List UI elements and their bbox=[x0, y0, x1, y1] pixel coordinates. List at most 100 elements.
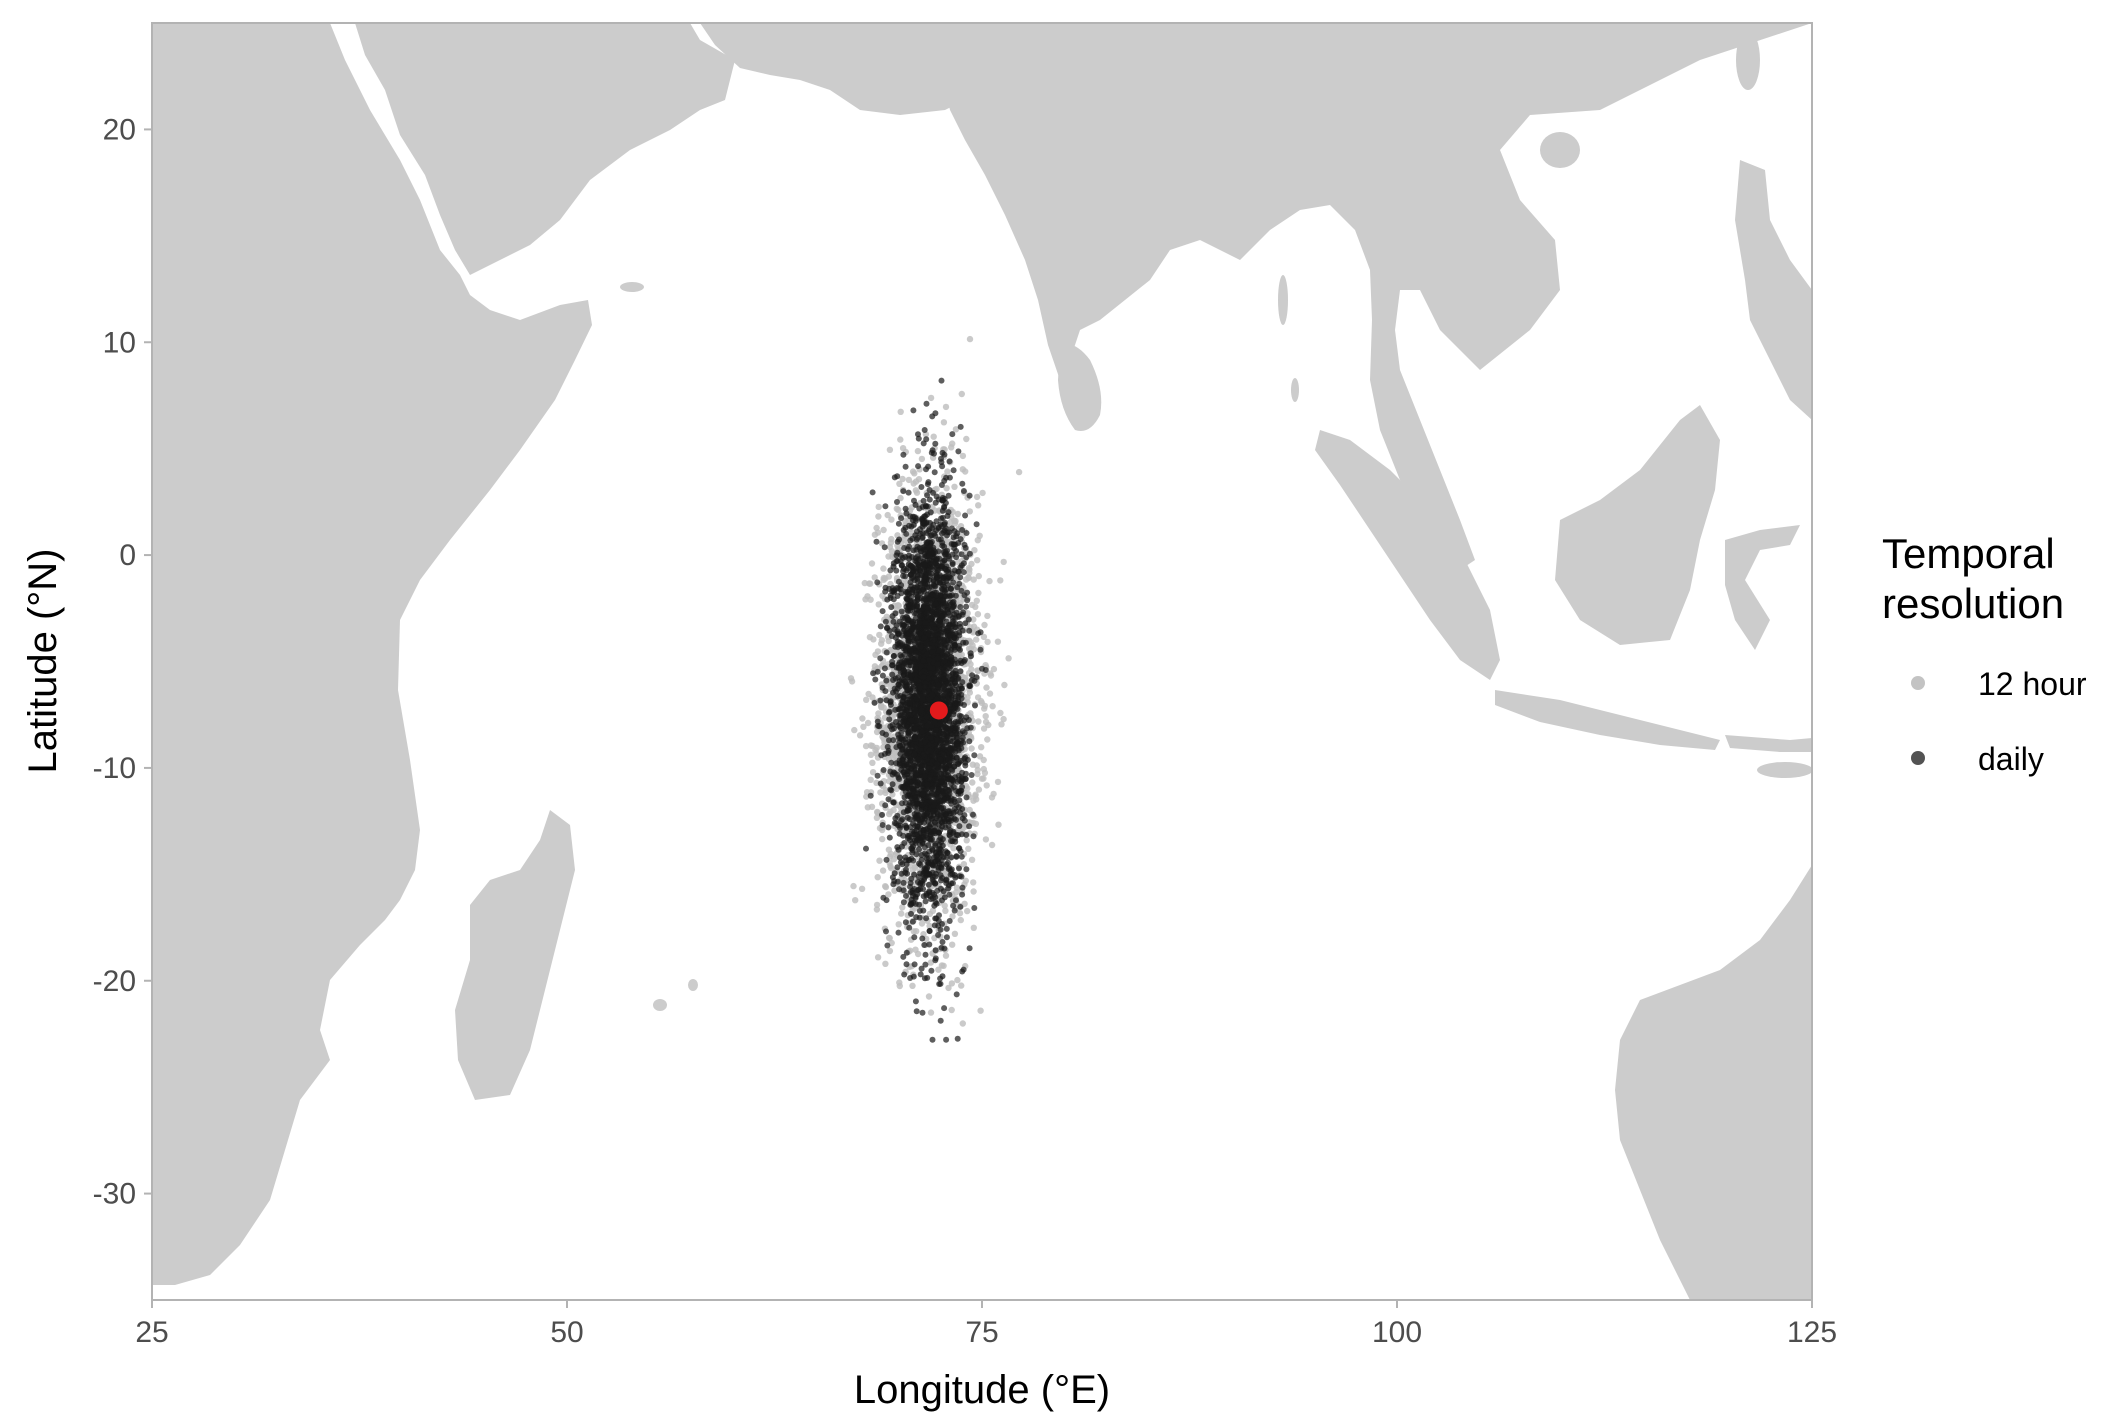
scatter-point bbox=[883, 677, 890, 684]
scatter-point bbox=[879, 811, 886, 818]
scatter-point bbox=[914, 553, 921, 560]
scatter-point bbox=[894, 878, 901, 885]
scatter-point bbox=[878, 752, 885, 759]
scatter-point bbox=[918, 455, 926, 463]
scatter-point bbox=[968, 772, 975, 778]
scatter-point bbox=[851, 726, 858, 734]
scatter-point bbox=[887, 539, 895, 546]
scatter-point bbox=[939, 449, 946, 456]
scatter-point bbox=[948, 1006, 955, 1014]
scatter-point bbox=[918, 484, 925, 490]
scatter-point bbox=[882, 802, 889, 809]
scatter-point bbox=[1015, 468, 1023, 476]
scatter-point bbox=[926, 577, 933, 583]
scatter-point bbox=[893, 505, 900, 512]
scatter-point bbox=[954, 1035, 961, 1042]
land-nicobar bbox=[1291, 378, 1299, 402]
scatter-point bbox=[946, 458, 953, 465]
scatter-point bbox=[943, 485, 950, 492]
land-sulawesi bbox=[1725, 525, 1800, 650]
scatter-point bbox=[957, 624, 964, 630]
scatter-point bbox=[987, 670, 994, 677]
scatter-point bbox=[873, 901, 881, 909]
scatter-point bbox=[914, 578, 921, 585]
scatter-point bbox=[880, 767, 887, 773]
scatter-point bbox=[877, 789, 884, 796]
scatter-point bbox=[894, 628, 901, 635]
scatter-point bbox=[1005, 655, 1012, 662]
land-philippines bbox=[1735, 160, 1812, 420]
scatter-point bbox=[891, 652, 897, 659]
scatter-point bbox=[941, 557, 948, 564]
land-socotra bbox=[620, 282, 644, 292]
scatter-point bbox=[907, 571, 914, 578]
scatter-point bbox=[949, 440, 956, 447]
scatter-point bbox=[939, 463, 946, 470]
scatter-point bbox=[895, 929, 902, 936]
scatter-point bbox=[886, 947, 894, 955]
scatter-point bbox=[862, 596, 869, 603]
scatter-point bbox=[865, 690, 872, 698]
scatter-point bbox=[902, 869, 909, 876]
scatter-point bbox=[871, 574, 878, 581]
scatter-point bbox=[918, 965, 925, 972]
scatter-point bbox=[872, 747, 879, 754]
scatter-point bbox=[958, 713, 965, 720]
scatter-point bbox=[982, 713, 989, 720]
scatter-point bbox=[959, 466, 966, 473]
scatter-point bbox=[909, 468, 917, 475]
scatter-point bbox=[980, 765, 987, 773]
scatter-point bbox=[942, 952, 950, 959]
scatter-point bbox=[856, 732, 864, 739]
scatter-point bbox=[960, 488, 967, 494]
scatter-point bbox=[950, 720, 957, 727]
scatter-point bbox=[883, 928, 889, 935]
scatter-point bbox=[927, 813, 934, 820]
scatter-point bbox=[962, 512, 969, 519]
scatter-point bbox=[972, 820, 980, 827]
scatter-point bbox=[859, 715, 866, 722]
scatter-point bbox=[884, 596, 891, 603]
scatter-point bbox=[885, 846, 893, 853]
scatter-point bbox=[938, 455, 944, 462]
scatter-point bbox=[938, 877, 944, 884]
scatter-point bbox=[867, 580, 874, 587]
scatter-point bbox=[970, 879, 977, 886]
scatter-point bbox=[973, 762, 980, 769]
scatter-point bbox=[916, 505, 923, 512]
scatter-point bbox=[882, 960, 889, 967]
scatter-point bbox=[959, 1020, 966, 1027]
scatter-point bbox=[990, 665, 998, 673]
scatter-point bbox=[982, 836, 990, 843]
scatter-point bbox=[910, 407, 917, 414]
scatter-point bbox=[888, 516, 895, 523]
scatter-point bbox=[883, 897, 890, 904]
land-sumatra bbox=[1315, 430, 1500, 680]
scatter-point bbox=[945, 609, 952, 616]
scatter-point bbox=[960, 569, 967, 576]
scatter-point bbox=[889, 874, 896, 881]
scatter-point bbox=[850, 882, 857, 890]
scatter-point bbox=[945, 492, 952, 499]
scatter-point bbox=[924, 492, 931, 499]
scatter-point bbox=[879, 822, 886, 828]
scatter-point bbox=[994, 778, 1002, 786]
scatter-point bbox=[956, 910, 964, 917]
scatter-point bbox=[953, 884, 961, 891]
scatter-point bbox=[959, 480, 966, 487]
scatter-point bbox=[975, 572, 982, 580]
scatter-point bbox=[973, 796, 980, 803]
scatter-point bbox=[986, 577, 993, 585]
scatter-point bbox=[894, 473, 901, 480]
scatter-point bbox=[897, 436, 904, 443]
scatter-point bbox=[869, 759, 876, 766]
scatter-point bbox=[963, 435, 970, 443]
scatter-point bbox=[950, 845, 957, 852]
scatter-point bbox=[961, 812, 968, 819]
scatter-point bbox=[967, 661, 974, 668]
scatter-point bbox=[874, 648, 882, 655]
scatter-point bbox=[949, 941, 956, 948]
scatter-point bbox=[912, 487, 920, 494]
scatter-point bbox=[896, 854, 903, 861]
scatter-point bbox=[900, 899, 907, 906]
